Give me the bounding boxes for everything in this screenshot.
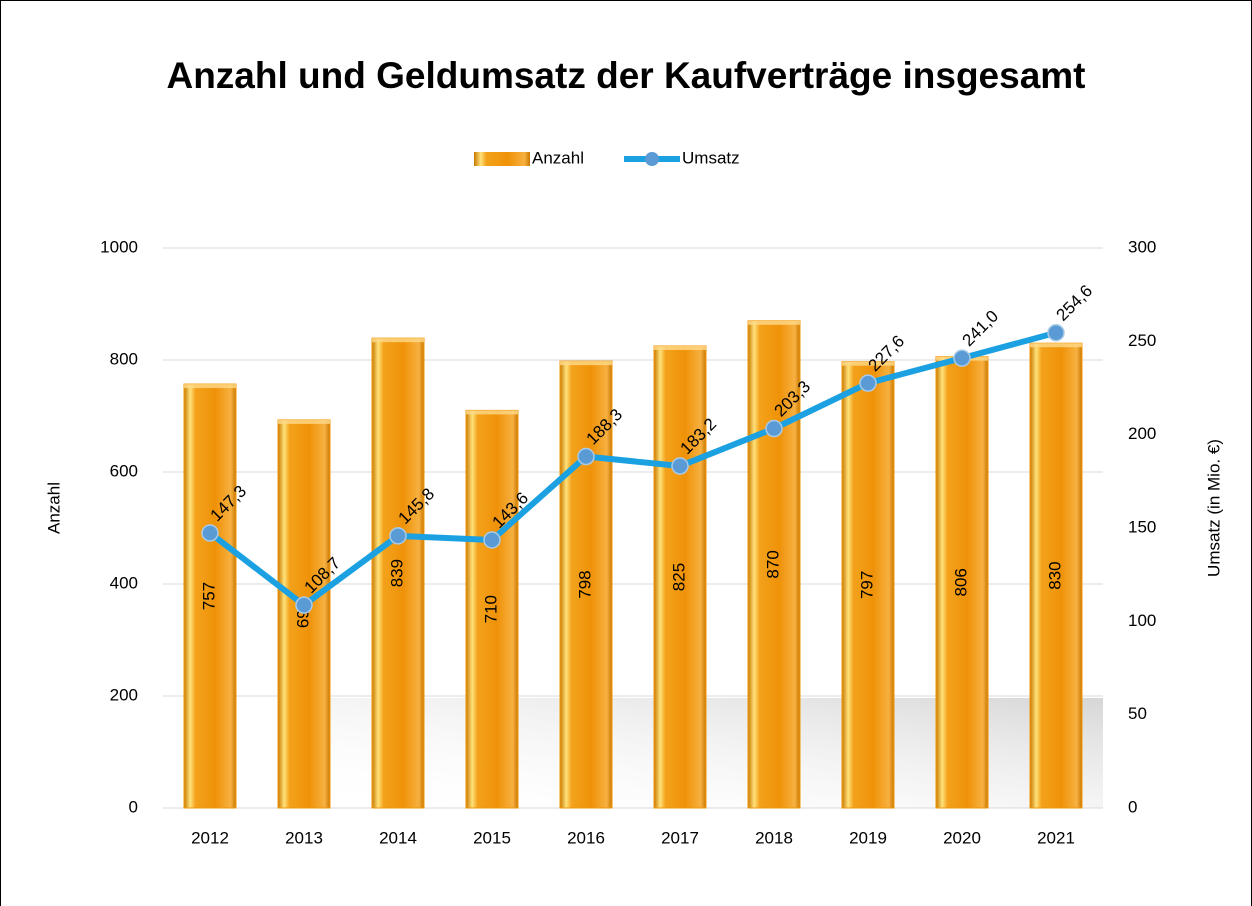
line-marker [671, 457, 689, 475]
bar-cap [654, 346, 706, 350]
line-marker [295, 596, 313, 614]
line-marker [1047, 323, 1065, 342]
y2-tick-label: 0 [1128, 797, 1137, 816]
bar [559, 360, 613, 809]
x-tick-label: 2016 [567, 828, 605, 847]
y2-tick-label: 300 [1128, 237, 1156, 256]
line-marker [483, 531, 501, 549]
bar [371, 337, 425, 809]
x-tick-label: 2012 [191, 828, 229, 847]
legend-swatch [474, 152, 530, 166]
x-tick-label: 2013 [285, 828, 323, 847]
line [208, 329, 1057, 609]
x-tick-label: 2015 [473, 828, 511, 847]
chart-title: Anzahl und Geldumsatz der Kaufverträge i… [166, 55, 1085, 96]
y-tick-label: 200 [110, 685, 138, 704]
bar-value-label: 806 [951, 568, 970, 596]
bar-cap [372, 338, 424, 343]
legend-label: Umsatz [682, 148, 740, 167]
bar-value-label: 798 [575, 570, 594, 598]
line-marker [389, 527, 407, 545]
bar-value-label: 825 [669, 563, 688, 591]
bar [935, 356, 989, 809]
bar-value-label: 797 [857, 571, 876, 599]
bar-cap [466, 410, 518, 415]
x-tick-label: 2021 [1037, 828, 1075, 847]
bar-cap [278, 419, 330, 424]
legend-marker [645, 152, 659, 166]
y2-tick-label: 150 [1128, 517, 1156, 536]
bar [841, 361, 895, 809]
y2-axis-title: Umsatz (in Mio. €) [1204, 439, 1223, 577]
line-marker [765, 419, 783, 438]
x-tick-label: 2020 [943, 828, 981, 847]
y2-tick-label: 200 [1128, 424, 1156, 443]
bar [465, 409, 519, 809]
bar-value-label: 870 [763, 550, 782, 578]
x-tick-label: 2017 [661, 828, 699, 847]
y-tick-label: 1000 [100, 237, 138, 256]
y-tick-label: 600 [110, 461, 138, 480]
line-marker [953, 349, 971, 367]
x-tick-label: 2014 [379, 828, 417, 847]
bar [653, 345, 707, 809]
bar-cap [748, 320, 800, 325]
bar-value-label: 839 [387, 559, 406, 587]
y-axis-title: Anzahl [44, 482, 63, 534]
legend: Anzahl Umsatz [474, 148, 740, 167]
bar [747, 320, 801, 809]
bar [1029, 342, 1083, 809]
y2-tick-label: 100 [1128, 611, 1156, 630]
line-marker [859, 374, 877, 392]
bar-cap [842, 361, 894, 366]
bar-value-label: 830 [1045, 561, 1064, 589]
bar-cap [1030, 343, 1082, 348]
y-tick-label: 0 [129, 797, 138, 816]
y2-tick-label: 250 [1128, 331, 1156, 350]
line-marker [201, 524, 219, 542]
y-tick-label: 400 [110, 573, 138, 592]
y-tick-label: 800 [110, 349, 138, 368]
bar-value-label: 757 [199, 582, 218, 610]
legend-label: Anzahl [532, 148, 584, 167]
line-marker [577, 447, 595, 466]
y2-tick-label: 50 [1128, 704, 1147, 723]
bar-cap [560, 361, 612, 366]
bar-value-label: 710 [481, 595, 500, 623]
x-tick-label: 2019 [849, 828, 887, 847]
x-tick-label: 2018 [755, 828, 793, 847]
bar-cap [184, 384, 236, 389]
